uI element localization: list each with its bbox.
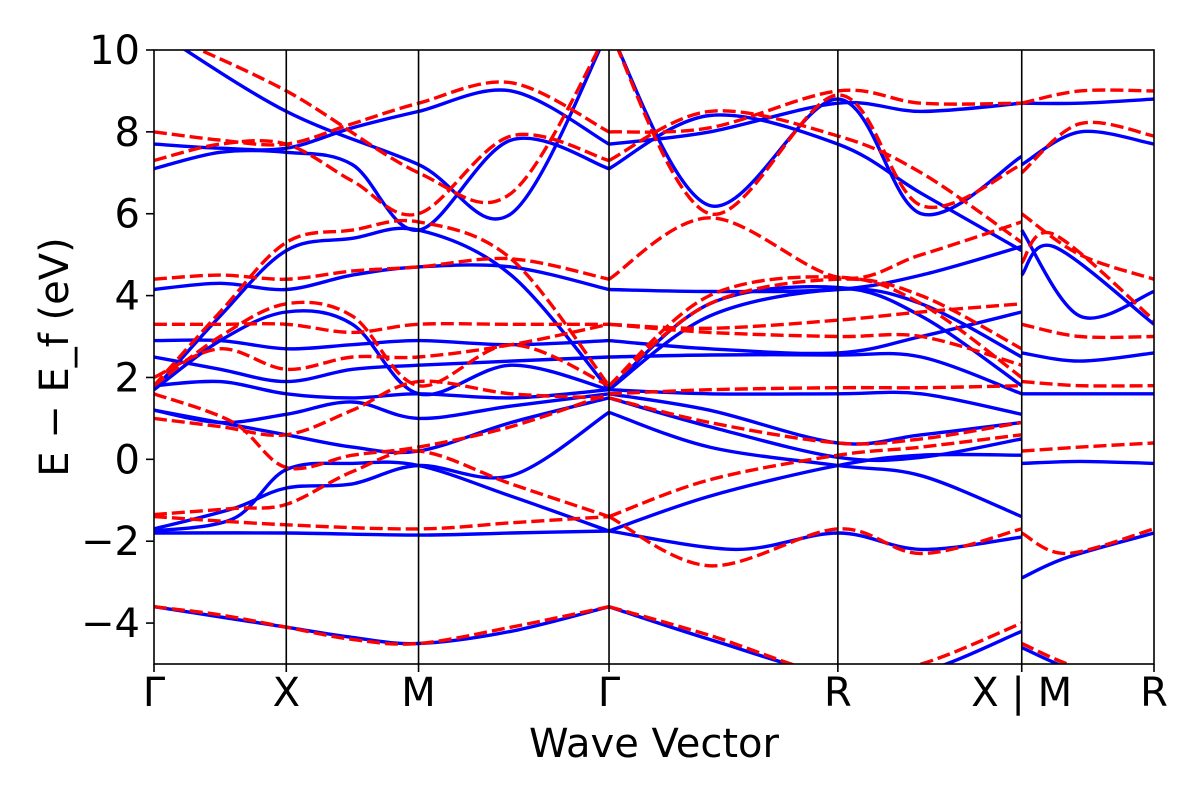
x-axis-ticks: Γ X M Γ R X | M R (143, 664, 1168, 716)
red-band-line (1020, 120, 1154, 175)
x-tick-label: R (824, 670, 852, 716)
blue-band-line (154, 355, 610, 384)
blue-band-line (1021, 351, 1154, 363)
red-band-line (1020, 527, 1154, 556)
red-band-line (154, 256, 610, 281)
y-axis-ticks: −4 −2 0 2 4 6 8 10 (81, 28, 154, 647)
red-band-line (608, 515, 1023, 568)
blue-band-line (154, 410, 610, 531)
red-band-line (608, 396, 1022, 446)
red-band-line (607, 277, 1023, 388)
blue-band-line (154, 396, 610, 455)
y-tick-label: 0 (115, 437, 140, 483)
blue-band-line (154, 392, 610, 425)
y-tick-label: 8 (115, 110, 140, 156)
blue-band-line (154, 263, 610, 292)
blue-band-line (154, 226, 611, 391)
x-tick-label: Γ (143, 670, 166, 716)
red-band-line (154, 218, 611, 387)
blue-band-line (154, 88, 610, 152)
red-band-line (1021, 322, 1154, 340)
x-tick-label: X (273, 670, 300, 716)
red-band-line (196, 50, 600, 205)
blue-band-line (182, 50, 602, 221)
red-band-line (154, 321, 609, 335)
x-tick-label: Γ (598, 670, 621, 716)
red-band-line (1020, 212, 1154, 281)
red-band-line (608, 605, 1023, 664)
red-band-line (608, 433, 1022, 519)
y-tick-label: 2 (115, 355, 140, 401)
red-band-line (1021, 379, 1154, 388)
blue-band-line (154, 379, 610, 400)
blue-band-line (608, 605, 1023, 664)
red-band-line (154, 449, 610, 519)
high-symmetry-lines (285, 50, 1023, 664)
y-tick-label: 6 (115, 192, 140, 238)
red-band-line (154, 605, 610, 646)
x-tick-label: X | M (971, 670, 1072, 716)
blue-band-line (1020, 243, 1154, 326)
red-band-line (154, 300, 610, 388)
y-tick-label: −2 (81, 519, 140, 565)
red-band-line (608, 322, 1023, 367)
red-band-line (154, 392, 610, 471)
blue-band-line (1020, 129, 1154, 167)
x-tick-label: M (401, 670, 436, 716)
blue-band-line (1021, 646, 1062, 664)
y-tick-label: 4 (115, 274, 140, 320)
plot-frame (153, 49, 1155, 665)
band-curves (154, 50, 1154, 664)
red-band-line (154, 132, 610, 217)
red-band-line (1021, 88, 1154, 105)
blue-band-line (154, 529, 610, 537)
x-axis-label: Wave Vector (529, 721, 780, 767)
red-band-line (1020, 230, 1154, 322)
red-band-line (607, 275, 1023, 387)
red-band-line (616, 50, 1023, 216)
x-tick-label: R (1140, 670, 1168, 716)
blue-band-line (616, 50, 1023, 217)
red-band-line (608, 216, 1023, 281)
y-axis-label: E − E_f (eV) (32, 237, 78, 476)
blue-band-line (154, 605, 610, 646)
blue-band-line (1021, 459, 1154, 466)
y-tick-label: 10 (89, 28, 140, 74)
blue-band-line (154, 460, 610, 533)
red-band-line (154, 322, 610, 380)
y-tick-label: −4 (81, 601, 140, 647)
red-band-line (1021, 441, 1154, 453)
red-band-line (154, 379, 610, 438)
red-band-line (608, 302, 1022, 331)
red-band-line (154, 80, 610, 147)
blue-band-line (608, 410, 1023, 519)
blue-band-line (1021, 97, 1154, 106)
blue-band-line (1020, 531, 1154, 580)
red-band-line (154, 514, 610, 531)
blue-band-line (154, 136, 610, 232)
